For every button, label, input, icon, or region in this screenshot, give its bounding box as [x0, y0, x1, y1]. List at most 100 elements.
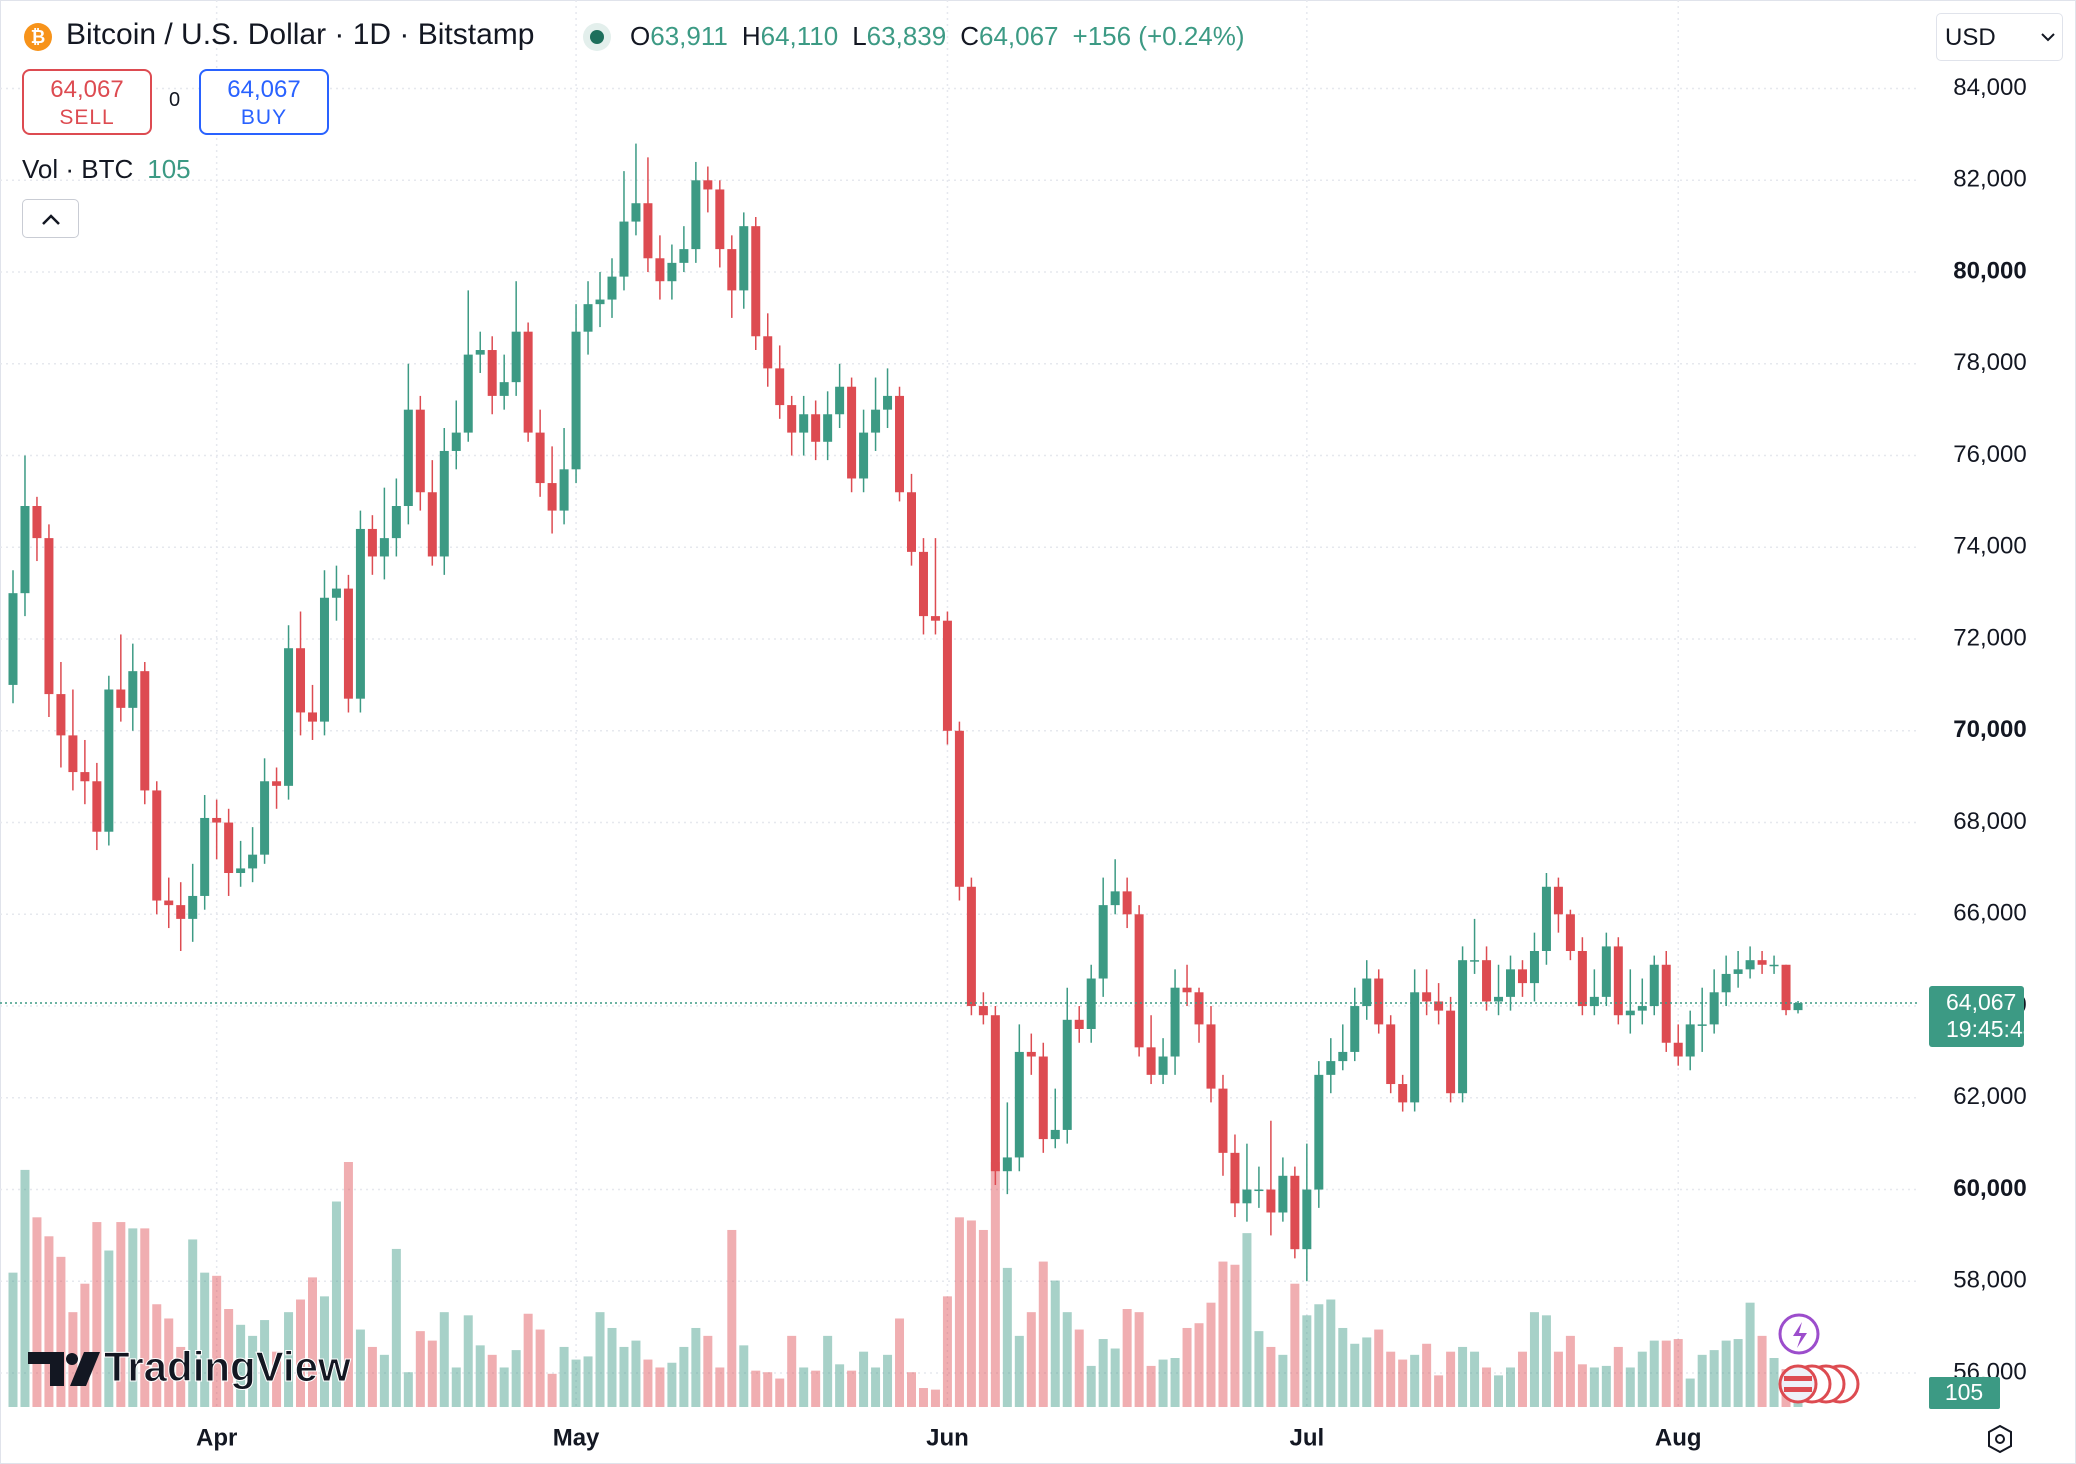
volume-bar	[799, 1367, 809, 1407]
candle-body	[1290, 1175, 1300, 1250]
currency-select[interactable]: USD	[1936, 13, 2063, 61]
volume-bar	[978, 1229, 988, 1407]
candle-body	[811, 414, 821, 442]
candle-body	[1266, 1189, 1276, 1213]
volume-bar	[547, 1373, 557, 1407]
logo-dot	[66, 1353, 78, 1365]
collapse-button[interactable]	[22, 199, 79, 238]
y-tick-label: 60,000	[1953, 1175, 2026, 1202]
y-tick-label: 58,000	[1953, 1267, 2026, 1294]
candle-body	[1733, 969, 1743, 974]
candle-body	[176, 905, 186, 919]
volume-bar	[535, 1329, 545, 1407]
buy-button[interactable]: 64,067 BUY	[199, 69, 329, 135]
volume-bar	[176, 1346, 186, 1407]
candle-body	[319, 597, 329, 722]
volume-bar	[499, 1367, 509, 1407]
volume-bar	[343, 1162, 353, 1407]
candle-body	[1182, 987, 1192, 993]
volume-bar	[80, 1283, 90, 1407]
logo-text: TradingView	[104, 1343, 351, 1390]
candle-body	[1098, 905, 1108, 979]
volume-bar	[1757, 1335, 1767, 1407]
candle-body	[775, 368, 785, 406]
volume-bar	[1637, 1351, 1647, 1407]
candle-body	[1386, 1024, 1396, 1085]
volume-bar	[1290, 1283, 1300, 1407]
volume-bar	[1146, 1365, 1156, 1407]
volume-bar	[954, 1217, 964, 1407]
candle-body	[883, 395, 893, 410]
candle-body	[1506, 969, 1515, 997]
logo-mark	[70, 1352, 100, 1386]
volume-bar	[1098, 1339, 1108, 1407]
ohlc-item: C64,067	[960, 21, 1058, 52]
volume-bar	[152, 1304, 162, 1407]
volume-bar	[1110, 1348, 1120, 1407]
volume-bar	[1194, 1323, 1204, 1407]
x-tick-label: May	[553, 1424, 600, 1451]
volume-bar	[487, 1354, 497, 1407]
candle-body	[1254, 1189, 1264, 1192]
candle-body	[1661, 964, 1671, 1043]
candle-body	[1122, 891, 1132, 915]
x-tick-label: Aug	[1655, 1424, 1702, 1451]
candle-body	[475, 350, 485, 355]
volume-bar	[248, 1335, 258, 1407]
volume-bar	[607, 1327, 617, 1407]
candle-body	[823, 414, 833, 442]
volume-bar	[763, 1372, 773, 1407]
volume-bar	[236, 1324, 246, 1407]
volume-bar	[691, 1327, 701, 1407]
flag-stripe	[1784, 1376, 1812, 1381]
volume-bar	[895, 1318, 905, 1407]
candle-body	[535, 432, 545, 484]
alert-bolt	[1793, 1322, 1807, 1348]
volume-bar	[1374, 1329, 1384, 1407]
candle-body	[1422, 992, 1432, 1002]
collapse-icon	[42, 214, 60, 225]
candle-body	[1793, 1002, 1803, 1011]
candle-body	[1721, 973, 1731, 993]
sell-button[interactable]: 64,067 SELL	[22, 69, 152, 135]
candle-body	[188, 895, 198, 919]
volume-bar	[1026, 1312, 1036, 1407]
volume-bar	[918, 1388, 928, 1407]
volume-bar	[272, 1351, 282, 1407]
volume-bar	[583, 1356, 593, 1407]
settings-icon-center	[1995, 1434, 2005, 1444]
candle-body	[1026, 1051, 1036, 1057]
candle-body	[1050, 1129, 1060, 1140]
volume-bar	[559, 1346, 569, 1407]
settings-icon[interactable]	[1988, 1424, 2012, 1454]
candle-body	[787, 405, 797, 433]
volume-bar	[296, 1299, 306, 1407]
candle-body	[655, 258, 665, 282]
volume-bar	[463, 1315, 473, 1407]
volume-bar	[1529, 1312, 1539, 1407]
candle-body	[715, 189, 725, 250]
candle-body	[1577, 950, 1587, 1007]
candle-body	[691, 180, 701, 250]
ohlc-item: H64,110	[742, 21, 838, 52]
candle-body	[1338, 1051, 1348, 1062]
candle-body	[248, 854, 258, 869]
candle-body	[1601, 946, 1611, 997]
candle-body	[1014, 1051, 1024, 1158]
volume-bar	[212, 1275, 222, 1407]
candle-body	[966, 886, 976, 1007]
candle-body	[164, 900, 174, 906]
candle-body	[1158, 1056, 1168, 1075]
volume-bar	[727, 1229, 737, 1407]
spread: 0	[169, 89, 181, 111]
volume-bar	[523, 1313, 533, 1407]
volume-bar	[379, 1354, 389, 1407]
y-tick-label: 80,000	[1953, 257, 2026, 284]
candle-body	[499, 382, 509, 396]
volume-bar	[92, 1222, 102, 1407]
status-dot	[590, 30, 604, 44]
volume-bar	[1230, 1264, 1240, 1407]
volume-bar	[1014, 1335, 1024, 1407]
candle-body	[559, 469, 569, 511]
y-tick-label: 72,000	[1953, 624, 2026, 651]
